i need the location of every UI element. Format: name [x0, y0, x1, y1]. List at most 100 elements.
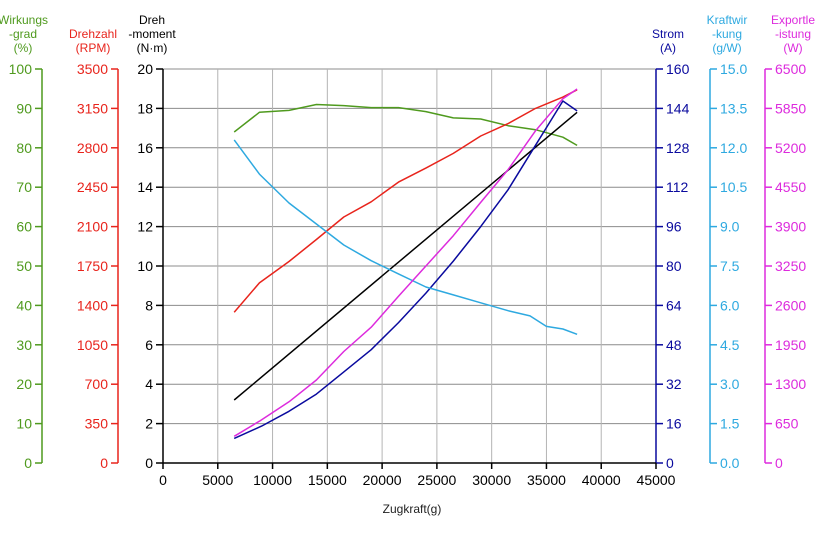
- tick-label: 3150: [77, 100, 108, 116]
- series-line-torque: [233, 111, 578, 401]
- tick-label: 80: [666, 258, 682, 274]
- tick-label: 100: [9, 61, 33, 77]
- tick-label: 60: [16, 219, 32, 235]
- tick-label: 2800: [77, 140, 108, 156]
- tick-label: 32: [666, 376, 682, 392]
- axis-title: Dreh: [139, 13, 165, 27]
- tick-label: 9.0: [720, 219, 740, 235]
- tick-label: 16: [137, 140, 153, 156]
- tick-label: 160: [666, 61, 690, 77]
- series-line-current: [233, 100, 578, 440]
- tick-label: 3900: [775, 219, 806, 235]
- axis-title: Kraftwir: [707, 13, 748, 27]
- tick-label: 144: [666, 100, 690, 116]
- tick-label: 16: [666, 416, 682, 432]
- tick-label: 6500: [775, 61, 806, 77]
- tick-label: 48: [666, 337, 682, 353]
- axis-title: Drehzahl: [69, 27, 117, 41]
- tick-label: 0: [666, 455, 674, 471]
- tick-label: 0: [24, 455, 32, 471]
- series-line-kw: [233, 139, 578, 336]
- tick-label: 3500: [77, 61, 108, 77]
- tick-label: 20: [16, 376, 32, 392]
- grid: [163, 68, 657, 464]
- tick-label: 4.5: [720, 337, 740, 353]
- axis-title: (N·m): [137, 41, 168, 55]
- tick-label: 70: [16, 179, 32, 195]
- x-tick-label: 40000: [582, 472, 621, 488]
- tick-label: 64: [666, 297, 682, 313]
- tick-label: 0: [145, 455, 153, 471]
- series-line-eff: [233, 103, 578, 147]
- x-tick-label: 15000: [308, 472, 347, 488]
- tick-label: 1750: [77, 258, 108, 274]
- tick-label: 2: [145, 416, 153, 432]
- y-axis-power: 0 650 1300 1950 2600 3250 3900 4550 5200 5850 6500…: [764, 13, 815, 471]
- tick-label: 1300: [775, 376, 806, 392]
- tick-label: 7.5: [720, 258, 740, 274]
- tick-label: 12.0: [720, 140, 747, 156]
- tick-label: 700: [85, 376, 109, 392]
- tick-label: 0: [100, 455, 108, 471]
- tick-label: 80: [16, 140, 32, 156]
- axis-title: (%): [14, 41, 33, 55]
- series-lines: [233, 88, 578, 440]
- tick-label: 30: [16, 337, 32, 353]
- tick-label: 5200: [775, 140, 806, 156]
- axis-title: (A): [660, 41, 676, 55]
- axis-title: -kung: [712, 27, 742, 41]
- y-axis-current: 0 16 32 48 64 80 96 112 128 144 160 Strom(A): [652, 27, 690, 471]
- y-axes: 0102030405060708090100Wirkungs-grad(%)03…: [0, 13, 815, 471]
- tick-label: 10: [137, 258, 153, 274]
- axis-title: (g/W): [712, 41, 741, 55]
- x-tick-label: 35000: [527, 472, 566, 488]
- tick-label: 10.5: [720, 179, 747, 195]
- tick-label: 40: [16, 297, 32, 313]
- x-tick-label: 25000: [417, 472, 456, 488]
- axis-title: -grad: [9, 27, 37, 41]
- axis-title: -moment: [128, 27, 176, 41]
- tick-label: 4: [145, 376, 153, 392]
- y-axis-rpm: 0 350 700 1050 1400 1750 2100 2450 2800 3150 3500 D…: [69, 27, 119, 471]
- tick-label: 2600: [775, 297, 806, 313]
- tick-label: 5850: [775, 100, 806, 116]
- tick-label: 3.0: [720, 376, 740, 392]
- y-axis-eff: 0 10 20 30 40 50 60 70 80 90 100 Wirkungs-grad(%): [0, 13, 48, 471]
- x-tick-label: 45000: [637, 472, 676, 488]
- tick-label: 1400: [77, 297, 108, 313]
- x-axis-label: Zugkraft(g): [383, 502, 442, 516]
- tick-label: 12: [137, 219, 153, 235]
- x-tick-label: 30000: [472, 472, 511, 488]
- tick-label: 650: [775, 416, 799, 432]
- tick-label: 10: [16, 416, 32, 432]
- tick-label: 6: [145, 337, 153, 353]
- tick-label: 1.5: [720, 416, 740, 432]
- x-tick-label: 5000: [202, 472, 233, 488]
- tick-label: 15.0: [720, 61, 747, 77]
- tick-label: 20: [137, 61, 153, 77]
- tick-label: 50: [16, 258, 32, 274]
- tick-label: 0.0: [720, 455, 740, 471]
- tick-label: 96: [666, 219, 682, 235]
- tick-label: 2450: [77, 179, 108, 195]
- axis-title: -istung: [775, 27, 811, 41]
- tick-label: 6.0: [720, 297, 740, 313]
- tick-label: 2100: [77, 219, 108, 235]
- axis-title: (RPM): [76, 41, 111, 55]
- axis-title: (W): [783, 41, 802, 55]
- tick-label: 14: [137, 179, 153, 195]
- tick-label: 90: [16, 100, 32, 116]
- x-tick-label: 10000: [253, 472, 292, 488]
- series-line-power: [233, 88, 578, 437]
- tick-label: 13.5: [720, 100, 747, 116]
- x-tick-label: 20000: [363, 472, 402, 488]
- tick-label: 4550: [775, 179, 806, 195]
- series-line-rpm: [233, 89, 578, 313]
- tick-label: 128: [666, 140, 690, 156]
- tick-label: 1950: [775, 337, 806, 353]
- axis-title: Wirkungs: [0, 13, 48, 27]
- y-axis-torque: 0 2 4 6 8 10 12 14 16 18 20 Dreh-moment(N·m): [128, 13, 176, 471]
- tick-label: 18: [137, 100, 153, 116]
- tick-label: 112: [666, 179, 689, 195]
